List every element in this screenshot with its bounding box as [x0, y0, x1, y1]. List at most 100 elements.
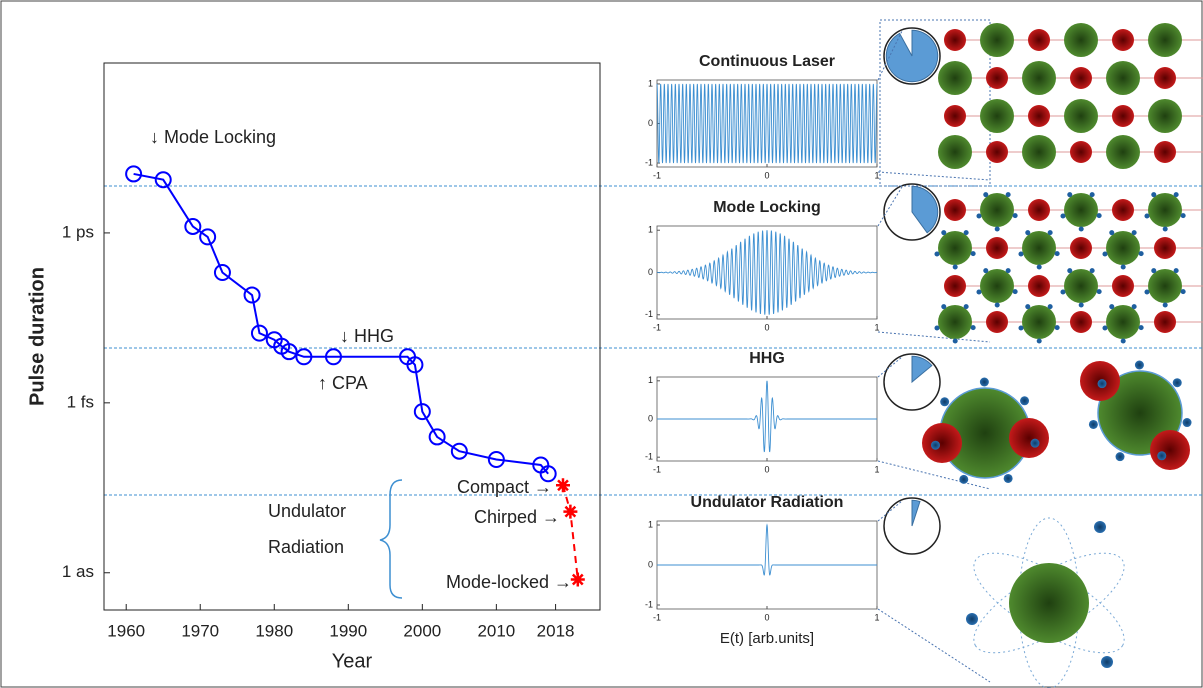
electron	[1144, 289, 1150, 295]
atom	[938, 61, 972, 95]
ion	[1112, 29, 1134, 51]
electron	[1078, 302, 1084, 308]
electron	[959, 474, 969, 484]
atom	[1022, 231, 1056, 265]
clock-wedge	[885, 29, 939, 83]
electron	[1138, 325, 1144, 331]
ion	[1112, 275, 1134, 297]
electron	[1157, 451, 1167, 461]
waveform	[657, 523, 877, 576]
data-point	[563, 504, 578, 519]
ion	[986, 141, 1008, 163]
panel-title: HHG	[749, 350, 785, 367]
data-point	[125, 165, 143, 183]
x-tick-label: 2010	[477, 621, 515, 640]
electron	[1109, 230, 1115, 236]
electron	[1012, 289, 1018, 295]
clock-wedge	[911, 499, 921, 527]
ion	[1070, 67, 1092, 89]
electron	[1054, 251, 1060, 257]
atom	[1064, 193, 1098, 227]
atom	[1022, 305, 1056, 339]
atom	[1148, 193, 1182, 227]
y-tick-label: -1	[645, 452, 653, 462]
electron	[979, 377, 989, 387]
data-point	[487, 450, 505, 468]
x-axis-label: E(t) [arb.units]	[720, 630, 814, 647]
electron	[1036, 264, 1042, 270]
y-axis-label: Pulse duration	[26, 267, 48, 406]
zoom-line	[877, 356, 903, 378]
electron	[1089, 192, 1095, 198]
y-tick-label: 1	[648, 375, 653, 385]
electron	[934, 325, 940, 331]
atom	[1148, 269, 1182, 303]
zoom-line	[877, 500, 903, 522]
electron	[1047, 304, 1053, 310]
electron	[1182, 418, 1192, 428]
electron	[1025, 230, 1031, 236]
electron	[1180, 213, 1186, 219]
plot-frame	[103, 62, 601, 611]
panel-title: Undulator Radiation	[691, 494, 844, 511]
main-chart: 1960 1970 1980 1990 2000 2010 2018 1 ps 1 fs 1 as…	[26, 62, 601, 672]
electron	[1097, 379, 1107, 389]
data-point	[428, 428, 446, 446]
atom	[980, 99, 1014, 133]
electron	[1109, 304, 1115, 310]
electron	[1096, 289, 1102, 295]
ion	[1070, 311, 1092, 333]
x-tick-label: 1	[874, 170, 879, 180]
ion	[1154, 237, 1176, 259]
electron	[1131, 304, 1137, 310]
x-tick-label: 1	[874, 612, 879, 622]
electron	[1173, 192, 1179, 198]
electron	[1138, 251, 1144, 257]
x-tick-label: 1960	[107, 621, 145, 640]
electron	[1094, 521, 1106, 533]
zoom-line	[877, 171, 991, 181]
electron	[1115, 452, 1125, 462]
data-point	[413, 403, 431, 421]
y-tick-label: 1	[648, 78, 653, 88]
electron	[1018, 325, 1024, 331]
annotation: ↑ CPA	[318, 373, 368, 393]
ion	[944, 105, 966, 127]
y-tick-label: -1	[645, 157, 653, 167]
data-point	[213, 264, 231, 282]
ion	[1112, 199, 1134, 221]
data-point	[450, 442, 468, 460]
electron	[1102, 325, 1108, 331]
electron	[934, 251, 940, 257]
data-point	[250, 324, 268, 342]
electron	[1144, 213, 1150, 219]
atom	[938, 231, 972, 265]
electron	[1162, 302, 1168, 308]
atom	[938, 305, 972, 339]
data-point	[570, 572, 585, 587]
electron	[1060, 213, 1066, 219]
annotation: Mode-locked →	[446, 572, 572, 592]
electron	[1131, 230, 1137, 236]
electron	[1036, 338, 1042, 344]
electron	[1012, 213, 1018, 219]
atom	[938, 135, 972, 169]
electron	[1060, 289, 1066, 295]
electron	[1020, 396, 1030, 406]
ion	[1028, 105, 1050, 127]
atom	[1148, 23, 1182, 57]
zoom-line	[877, 460, 991, 490]
x-axis-label: Year	[332, 650, 373, 672]
electron	[1067, 268, 1073, 274]
ion	[986, 67, 1008, 89]
series-line	[562, 485, 579, 580]
electron	[1162, 226, 1168, 232]
annotation: Compact →	[457, 477, 552, 497]
data-point	[184, 217, 202, 235]
electron	[1134, 360, 1144, 370]
electron	[970, 251, 976, 257]
clock-wedge	[911, 185, 939, 234]
electron	[1151, 192, 1157, 198]
electron	[983, 192, 989, 198]
annotation: ↓ Mode Locking	[150, 127, 276, 147]
